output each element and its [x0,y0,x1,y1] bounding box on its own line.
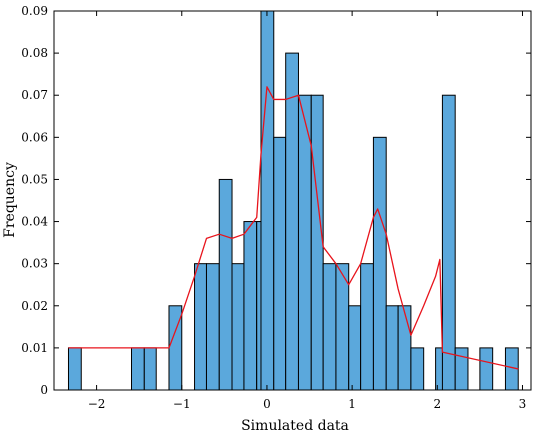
x-tick-label: 0 [263,397,271,411]
plot-frame [53,10,532,391]
histogram-bar [454,347,469,391]
histogram-bar [260,10,275,391]
histogram-bar [397,305,412,391]
y-tick-label: 0.09 [21,4,48,18]
x-tick-label: 3 [519,397,527,411]
histogram-bar [67,347,82,391]
histogram-bar [273,136,287,391]
histogram-bar [231,263,245,391]
histogram-bar [194,263,207,391]
histogram-bar [360,263,374,391]
y-ticks-group: 0 0.01 0.02 0.03 0.04 0.05 0.06 0.07 0.08 0.09 [21,4,531,397]
y-tick-label: 0.06 [21,130,48,144]
x-tick-label: −2 [88,397,106,411]
histogram-bar [285,52,299,391]
histogram-bar [348,305,362,391]
y-tick-label: 0 [40,383,48,397]
y-tick-label: 0.03 [21,257,48,271]
density-line [68,86,519,370]
histogram-bar [131,347,145,391]
histogram-bar [441,94,456,391]
lines-group [68,86,519,370]
histogram-bar [322,263,337,391]
histogram-bar [143,347,157,391]
y-tick-label: 0.04 [21,215,48,229]
histogram-bar [218,178,233,391]
y-tick-label: 0.02 [21,299,48,313]
histogram-bar [310,94,324,391]
y-tick-label: 0.07 [21,88,48,102]
histogram-bar [479,347,494,391]
y-tick-label: 0.01 [21,341,48,355]
y-axis-label: Frequency [2,162,18,238]
x-tick-label: −1 [173,397,191,411]
x-ticks-group: −2 −1 0 1 2 3 [88,11,527,411]
y-tick-label: 0.05 [21,172,48,186]
x-axis-label: Simulated data [241,418,349,434]
histogram-bar [372,136,387,391]
histogram-bar [385,305,399,391]
histogram-bar [410,347,425,391]
x-tick-label: 1 [348,397,356,411]
y-tick-label: 0.08 [21,46,48,60]
histogram-bar [243,221,258,391]
x-tick-label: 2 [433,397,441,411]
histogram-bar [205,263,220,391]
